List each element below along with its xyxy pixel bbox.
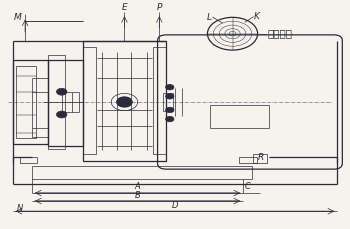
Bar xyxy=(13,61,48,144)
Bar xyxy=(48,56,65,149)
Circle shape xyxy=(166,117,174,122)
Circle shape xyxy=(56,112,67,118)
Bar xyxy=(163,93,173,112)
Text: C: C xyxy=(245,182,251,191)
Circle shape xyxy=(166,94,174,100)
Text: D: D xyxy=(172,200,178,209)
Text: M: M xyxy=(14,13,22,22)
Text: R: R xyxy=(257,153,264,161)
Text: A: A xyxy=(135,182,140,191)
Bar xyxy=(83,48,96,155)
Circle shape xyxy=(166,108,174,113)
Bar xyxy=(20,157,37,164)
Text: L: L xyxy=(206,13,212,22)
Bar xyxy=(239,157,257,164)
Text: N: N xyxy=(17,203,23,212)
Bar xyxy=(210,106,269,129)
Bar xyxy=(253,155,267,164)
Text: P: P xyxy=(157,3,162,12)
Bar xyxy=(32,166,252,180)
Circle shape xyxy=(56,89,67,96)
Bar xyxy=(153,48,166,155)
Bar xyxy=(16,66,36,139)
Text: 吸排气口: 吸排气口 xyxy=(267,28,292,38)
Text: E: E xyxy=(121,3,127,12)
Bar xyxy=(83,41,166,161)
Text: B: B xyxy=(135,190,140,199)
Circle shape xyxy=(166,85,174,90)
Circle shape xyxy=(117,98,132,108)
Text: K: K xyxy=(254,12,260,21)
